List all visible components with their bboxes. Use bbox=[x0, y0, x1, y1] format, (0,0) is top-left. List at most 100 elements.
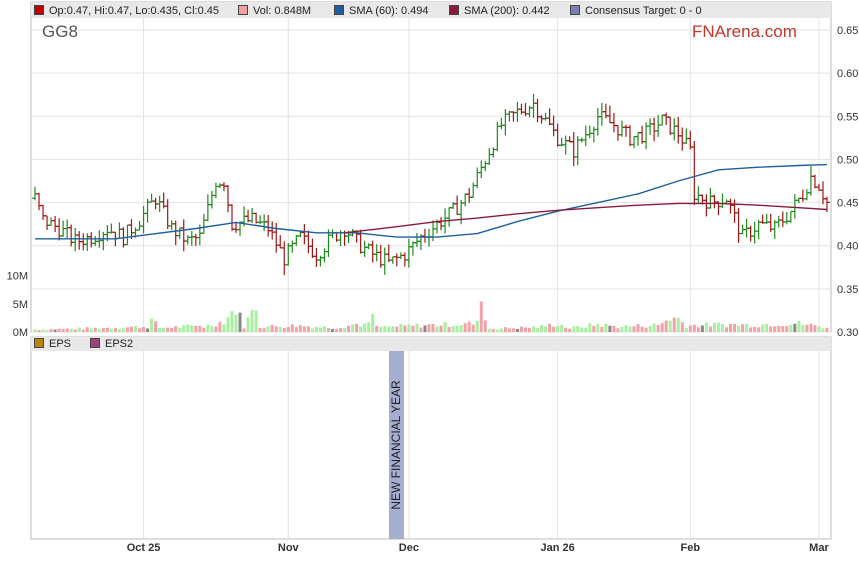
volume-bar bbox=[198, 325, 202, 332]
volume-bar bbox=[202, 327, 206, 332]
date-tick-label: Oct 25 bbox=[127, 542, 161, 554]
sma-lines bbox=[35, 163, 828, 240]
legend-sma60: SMA (60): 0.494 bbox=[334, 4, 429, 18]
volume-bar bbox=[688, 325, 692, 332]
volume-bar bbox=[761, 324, 765, 332]
price-tick-label: 0.60 bbox=[837, 68, 858, 80]
legend-eps2-label: EPS2 bbox=[105, 338, 134, 350]
volume-bar bbox=[69, 328, 73, 332]
volume-bar bbox=[162, 327, 166, 332]
sma200-line bbox=[344, 202, 828, 234]
volume-bar bbox=[435, 326, 439, 332]
volume-bar bbox=[318, 327, 322, 332]
volume-bar bbox=[753, 326, 757, 332]
volume-bar bbox=[745, 323, 749, 332]
volume-bar bbox=[298, 325, 302, 332]
volume-bar bbox=[467, 321, 471, 332]
volume-bar bbox=[556, 326, 560, 332]
legend-eps-swatch bbox=[34, 338, 44, 348]
volume-bar bbox=[61, 328, 65, 332]
volume-bar bbox=[326, 328, 330, 332]
volume-bar bbox=[704, 322, 708, 332]
volume-bar bbox=[552, 326, 556, 332]
volume-bar bbox=[331, 328, 335, 332]
volume-bar bbox=[712, 322, 716, 332]
eps-panel-frame bbox=[30, 336, 832, 540]
legend-eps2: EPS2 bbox=[90, 338, 133, 350]
volume-bar bbox=[680, 322, 684, 332]
volume-bar bbox=[125, 327, 129, 332]
volume-bar bbox=[785, 326, 789, 332]
volume-bar bbox=[568, 328, 572, 332]
volume-bar bbox=[499, 328, 503, 332]
volume-bar bbox=[660, 322, 664, 332]
volume-bar bbox=[238, 312, 242, 332]
volume-bar bbox=[129, 326, 133, 332]
volume-bar bbox=[359, 326, 363, 332]
volume-bar bbox=[250, 310, 254, 332]
new-financial-year-marker bbox=[389, 351, 404, 539]
volume-tick-label: 10M bbox=[7, 271, 28, 283]
volume-bar bbox=[335, 329, 339, 332]
volume-bar bbox=[347, 325, 351, 332]
volume-bar bbox=[310, 328, 314, 332]
volume-bar bbox=[302, 326, 306, 332]
volume-bar bbox=[773, 326, 777, 332]
volume-bar bbox=[757, 327, 761, 332]
volume-bar bbox=[527, 327, 531, 332]
volume-bar bbox=[387, 326, 391, 332]
volume-bar bbox=[668, 320, 672, 332]
legend-eps: EPS bbox=[34, 338, 71, 350]
volume-bar bbox=[383, 325, 387, 332]
volume-bar bbox=[612, 325, 616, 332]
volume-bar bbox=[463, 323, 467, 332]
volume-bar bbox=[624, 325, 628, 332]
volume-axis: 0M 5M 10M bbox=[7, 271, 28, 339]
volume-bar bbox=[93, 327, 97, 332]
volume-bar bbox=[282, 327, 286, 332]
volume-bar bbox=[580, 327, 584, 332]
price-tick-label: 0.30 bbox=[837, 327, 858, 339]
volume-bar bbox=[696, 327, 700, 332]
price-tick-label: 0.40 bbox=[837, 241, 858, 253]
volume-bar bbox=[170, 328, 174, 332]
volume-bar bbox=[451, 326, 455, 332]
volume-bar bbox=[89, 328, 93, 332]
legend-volume-label: Vol: 0.848M bbox=[253, 5, 312, 17]
volume-bar bbox=[210, 325, 214, 332]
volume-bar bbox=[214, 326, 218, 332]
volume-bar bbox=[150, 318, 154, 332]
legend-ohlc-label: Op:0.47, Hi:0.47, Lo:0.435, Cl:0.45 bbox=[49, 5, 220, 17]
volume-bar bbox=[270, 324, 274, 332]
price-legend: Op:0.47, Hi:0.47, Lo:0.435, Cl:0.45 Vol:… bbox=[31, 2, 831, 18]
legend-sma60-swatch bbox=[334, 5, 344, 15]
volume-bar bbox=[322, 326, 326, 332]
volume-bar bbox=[262, 328, 266, 332]
volume-bar bbox=[391, 325, 395, 332]
volume-bar bbox=[419, 327, 423, 332]
volume-bar bbox=[242, 328, 246, 332]
volume-bar bbox=[684, 327, 688, 332]
volume-bar bbox=[724, 327, 728, 332]
volume-bar bbox=[97, 329, 101, 332]
volume-bar bbox=[544, 326, 548, 332]
volume-bar bbox=[427, 324, 431, 332]
volume-bar bbox=[676, 317, 680, 332]
date-tick-label: Feb bbox=[681, 542, 701, 554]
price-tick-label: 0.65 bbox=[837, 25, 858, 37]
date-tick-label: Jan 26 bbox=[541, 542, 575, 554]
volume-bar bbox=[515, 328, 519, 332]
volume-bar bbox=[206, 324, 210, 332]
volume-bar bbox=[379, 327, 383, 332]
grid-lines bbox=[30, 1, 832, 540]
volume-bar bbox=[821, 328, 825, 332]
volume-bar bbox=[511, 328, 515, 332]
volume-bar bbox=[246, 317, 250, 332]
volume-bar bbox=[801, 324, 805, 332]
volume-bar bbox=[226, 317, 230, 332]
volume-bar bbox=[343, 328, 347, 332]
volume-bar bbox=[142, 326, 146, 332]
volume-bar bbox=[495, 329, 499, 332]
volume-bar bbox=[797, 320, 801, 332]
volume-bar bbox=[596, 324, 600, 332]
